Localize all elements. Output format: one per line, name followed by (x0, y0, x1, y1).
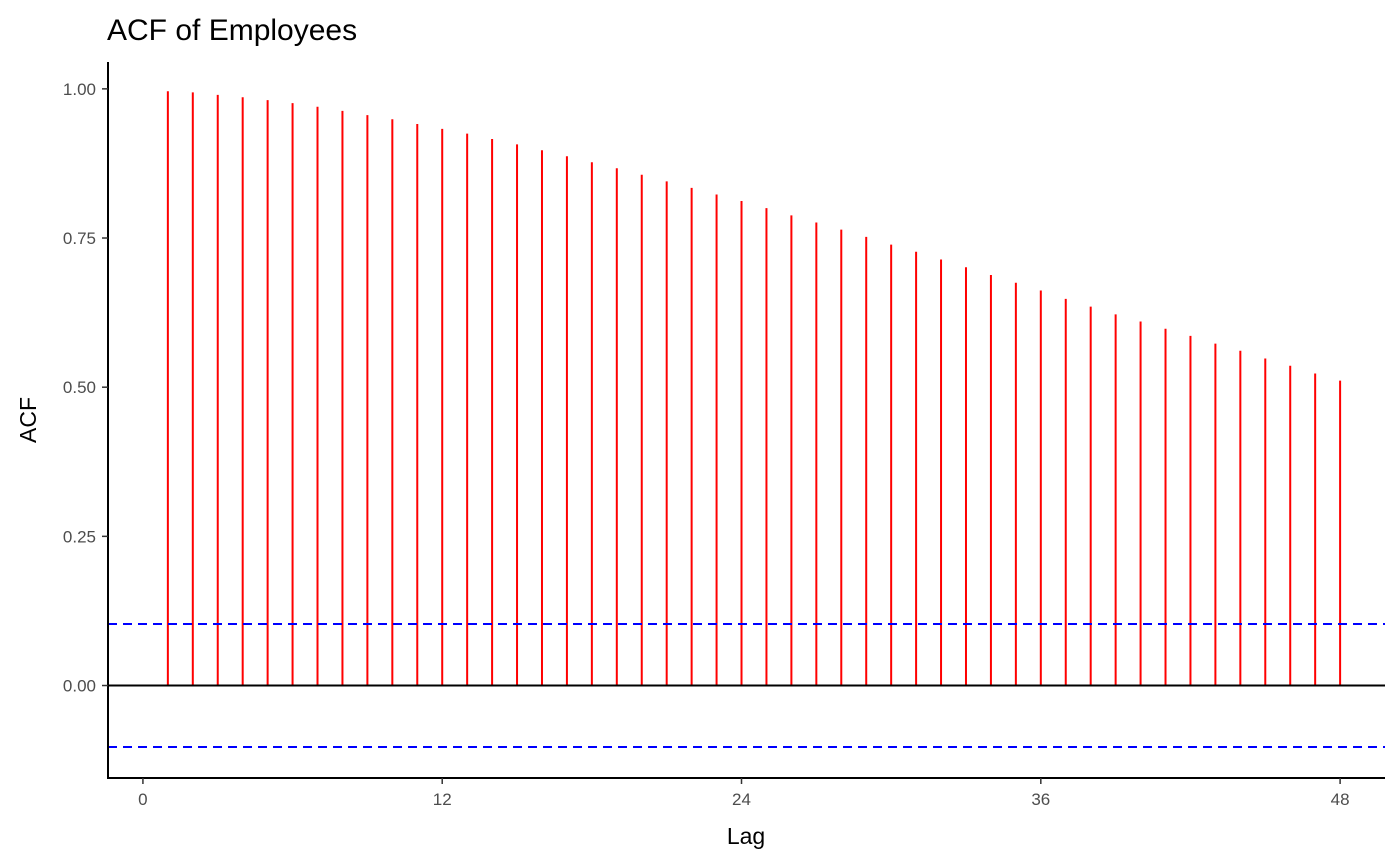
reference-lines (108, 623, 1385, 748)
axes (107, 62, 1385, 779)
x-tick-label: 12 (433, 790, 452, 809)
y-tick-label: 0.75 (63, 229, 96, 248)
x-tick-label: 24 (732, 790, 751, 809)
y-axis-ticks: 0.00 0.25 0.50 0.75 1.00 (63, 80, 108, 696)
x-tick-label: 48 (1331, 790, 1350, 809)
y-tick-label: 0.50 (63, 378, 96, 397)
acf-stems (166, 91, 1342, 686)
x-axis-title: Lag (727, 823, 765, 849)
y-tick-label: 0.25 (63, 527, 96, 546)
x-tick-label: 0 (138, 790, 147, 809)
chart-title: ACF of Employees (107, 14, 357, 47)
y-tick-label: 1.00 (63, 80, 96, 99)
x-axis-ticks: 0 12 24 36 48 (138, 778, 1350, 809)
y-tick-label: 0.00 (63, 677, 96, 696)
y-axis-title: ACF (15, 397, 41, 443)
x-tick-label: 36 (1031, 790, 1050, 809)
